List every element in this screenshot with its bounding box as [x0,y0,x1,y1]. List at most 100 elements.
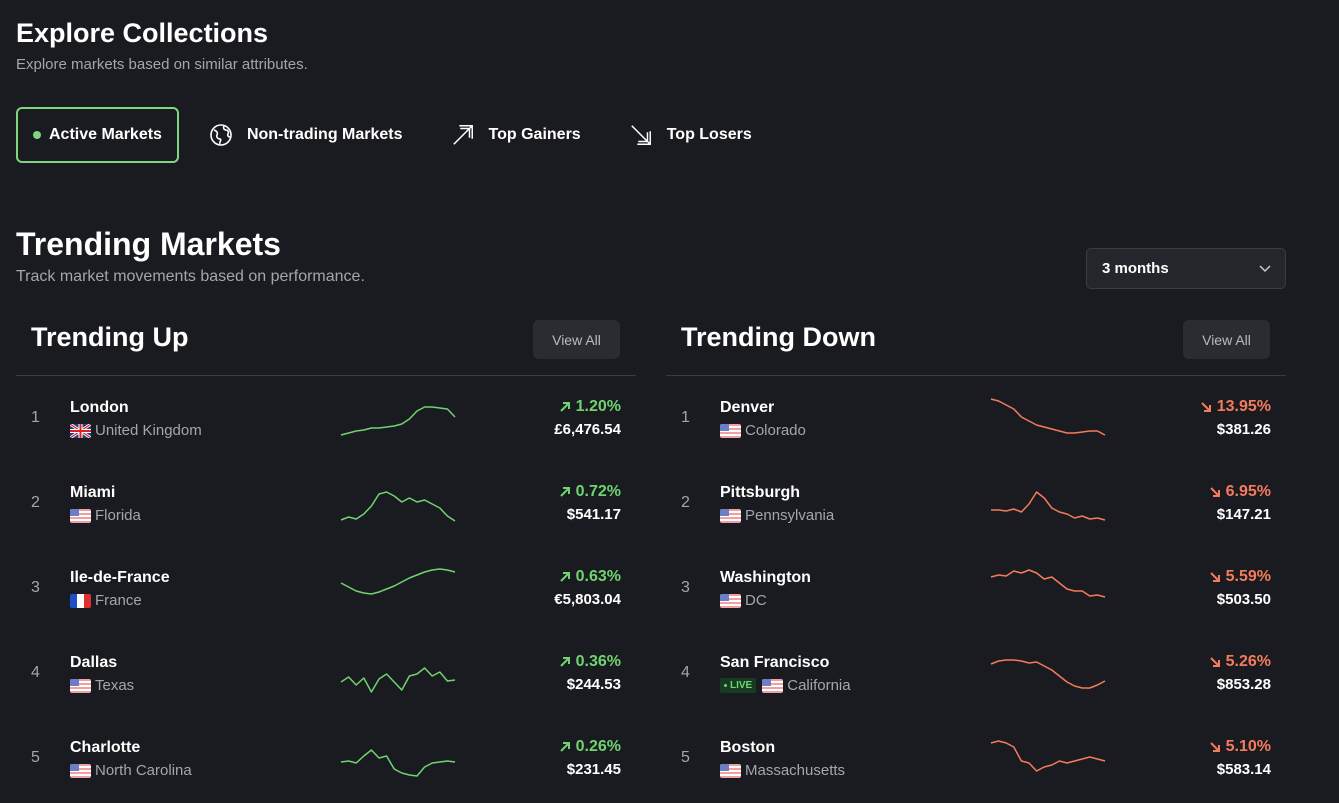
market-region: France [70,592,142,609]
section-title: Trending Markets [16,226,281,262]
sparkline-chart [340,476,456,528]
view-all-button[interactable]: View All [1183,320,1270,359]
market-row[interactable]: 4 Dallas Texas 0.36% $244.53 [16,631,636,716]
market-price: $583.14 [1216,761,1271,778]
sparkline-chart [340,561,456,613]
uk-flag-icon [70,423,91,438]
change-percent: 5.59% [1209,568,1271,586]
arrow-down-right-icon [1209,657,1220,667]
view-all-button[interactable]: View All [533,320,620,359]
sparkline-chart [990,646,1106,698]
market-row[interactable]: 4 San Francisco LIVE California 5.26% $853.28 [666,631,1286,716]
market-name: Pittsburgh [720,484,800,501]
market-region: Texas [70,677,134,694]
market-name: Denver [720,399,775,416]
globe-icon [209,123,233,147]
market-rank: 1 [681,409,690,426]
tab-top-gainers[interactable]: Top Gainers [451,107,581,163]
market-rank: 5 [681,749,690,766]
region-label: Colorado [745,422,806,439]
market-price: $541.17 [566,506,621,523]
market-row[interactable]: 5 Charlotte North Carolina 0.26% $231.45 [16,716,636,801]
us-flag-icon [70,763,91,778]
region-label: North Carolina [95,762,192,779]
region-label: Florida [95,507,141,524]
market-price: $231.45 [566,761,621,778]
green-dot-icon [33,131,41,139]
sparkline-chart [340,646,456,698]
arrow-down-right-icon [1209,572,1220,582]
market-rank: 3 [681,579,690,596]
market-row[interactable]: 1 Denver Colorado 13.95% $381.26 [666,376,1286,461]
market-rank: 4 [31,664,40,681]
market-price: €5,803.04 [554,591,621,608]
market-name: Washington [720,569,811,586]
us-flag-icon [70,508,91,523]
section-subtitle: Track market movements based on performa… [16,268,365,285]
arrow-up-right-icon [559,742,570,752]
change-percent: 0.63% [559,568,621,586]
sparkline-chart [340,391,456,443]
collection-tabs: Active Markets Non-trading Markets Top G… [16,106,800,164]
panel-header: Trending Up View All [16,320,636,376]
change-percent: 5.10% [1209,738,1271,756]
market-region: Colorado [720,422,806,439]
panel-title: Trending Up [31,322,189,352]
market-row[interactable]: 3 Washington DC 5.59% $503.50 [666,546,1286,631]
arrow-up-right-icon [559,402,570,412]
market-price: $244.53 [566,676,621,693]
period-select[interactable]: 3 months [1086,248,1286,289]
arrow-down-right-icon [1209,742,1220,752]
page-title: Explore Collections [16,18,269,48]
market-region: United Kingdom [70,422,202,439]
market-price: $853.28 [1216,676,1271,693]
market-rank: 1 [31,409,40,426]
live-badge: LIVE [720,678,757,693]
tab-top-losers[interactable]: Top Losers [629,107,752,163]
change-percent: 0.36% [559,653,621,671]
sparkline-chart [990,391,1106,443]
us-flag-icon [70,678,91,693]
trending-down-panel: Trending Down View All 1 Denver Colorado 13… [666,320,1286,803]
region-label: DC [745,592,767,609]
tab-active-markets[interactable]: Active Markets [16,107,179,163]
trending-up-panel: Trending Up View All 1 London United Kingd… [16,320,636,803]
sparkline-chart [990,731,1106,783]
market-rank: 4 [681,664,690,681]
market-rank: 3 [31,579,40,596]
panel-title: Trending Down [681,322,876,352]
us-flag-icon [762,678,784,693]
us-flag-icon [720,763,741,778]
change-percent: 6.95% [1209,483,1271,501]
market-row[interactable]: 5 Boston Massachusetts 5.10% $583.14 [666,716,1286,801]
market-row[interactable]: 2 Pittsburgh Pennsylvania 6.95% $147.21 [666,461,1286,546]
arrow-up-right-icon [559,572,570,582]
market-price: £6,476.54 [554,421,621,438]
region-label: Pennsylvania [745,507,835,524]
us-flag-icon [720,423,741,438]
region-label: United Kingdom [95,422,202,439]
tab-label: Top Gainers [488,126,581,143]
tab-label: Top Losers [666,126,752,143]
market-region: North Carolina [70,762,192,779]
region-label: California [787,677,851,694]
market-row[interactable]: 3 Ile-de-France France 0.63% €5,803.04 [16,546,636,631]
arrow-down-right-icon [1209,487,1220,497]
us-flag-icon [720,508,741,523]
arrow-up-right-icon [559,657,570,667]
tab-label: Active Markets [49,126,162,143]
tab-label: Non-trading Markets [246,126,403,143]
sparkline-chart [340,731,456,783]
market-row[interactable]: 1 London United Kingdom 1.20% £6,476.54 [16,376,636,461]
market-name: Boston [720,739,776,756]
market-name: Miami [70,484,116,501]
change-percent: 13.95% [1200,398,1271,416]
market-name: San Francisco [720,654,830,671]
tab-non-trading-markets[interactable]: Non-trading Markets [209,107,403,163]
market-price: $381.26 [1216,421,1271,438]
us-flag-icon [720,593,741,608]
market-region: Florida [70,507,141,524]
sparkline-chart [990,561,1106,613]
market-row[interactable]: 2 Miami Florida 0.72% $541.17 [16,461,636,546]
change-percent: 0.26% [559,738,621,756]
